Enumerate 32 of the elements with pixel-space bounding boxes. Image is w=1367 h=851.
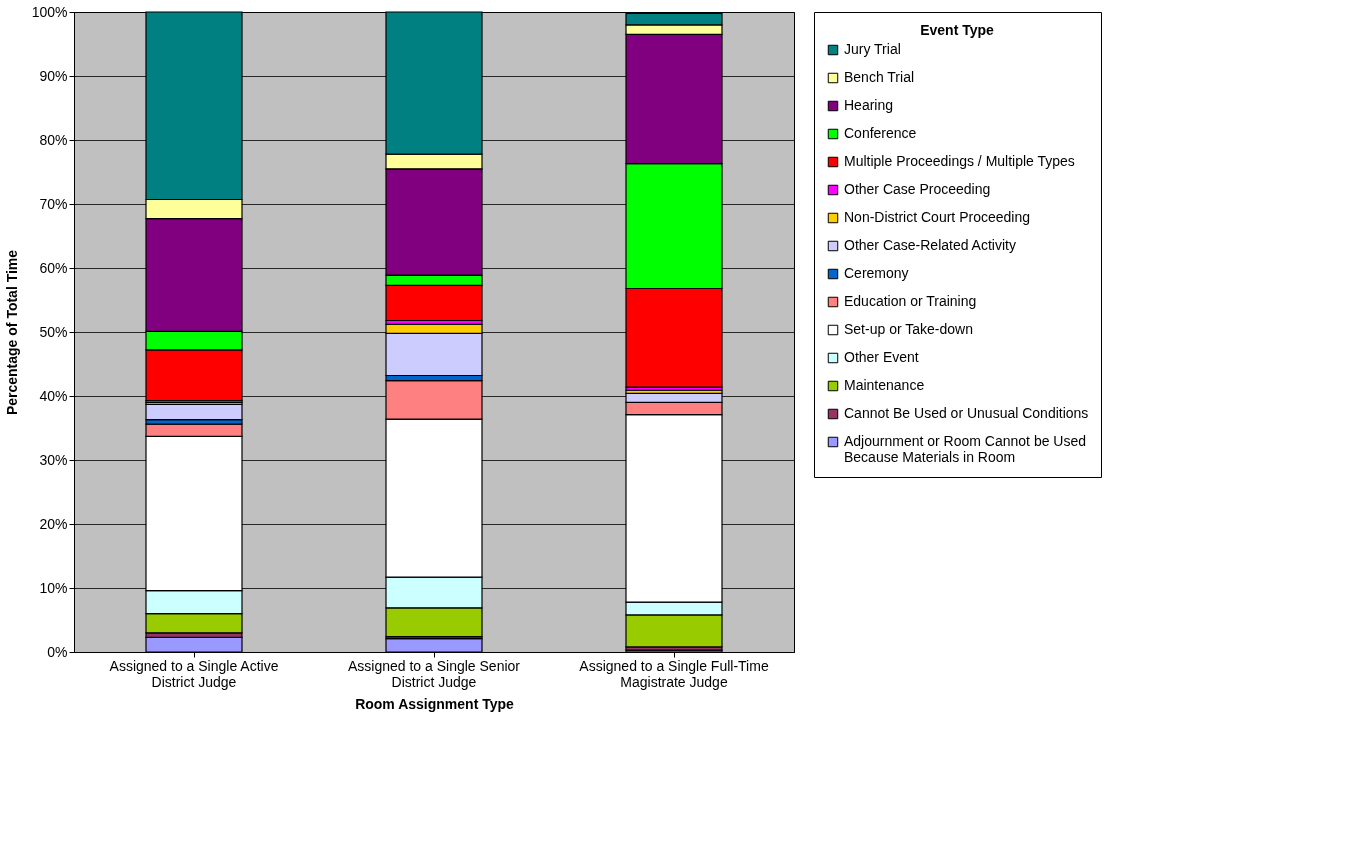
y-tick-label: 80%: [39, 131, 68, 148]
y-axis-title: Percentage of Total Time: [3, 249, 20, 416]
y-tick-label: 20%: [39, 515, 68, 532]
x-axis-title: Room Assignment Type: [355, 695, 515, 712]
legend-label: Conference: [844, 125, 917, 141]
legend-title: Event Type: [920, 22, 995, 38]
x-tick-label: Assigned to a Single Senior District Judge: [348, 657, 521, 690]
legend-label: Other Case Proceeding: [844, 181, 991, 197]
legend-label: Cannot Be Used or Unusual Conditions: [844, 405, 1089, 421]
legend-label: Ceremony: [844, 265, 909, 281]
y-tick-label: 70%: [39, 195, 68, 212]
y-tick-label: 30%: [39, 451, 68, 468]
legend-label: Bench Trial: [844, 69, 915, 85]
y-tick-label: 10%: [39, 579, 68, 596]
legend-label: Hearing: [844, 97, 894, 113]
y-tick-label: 100%: [31, 3, 68, 20]
x-tick-label: Assigned to a Single Full-Time Magistrate Judge: [579, 657, 769, 690]
y-tick-label: 60%: [39, 259, 68, 276]
legend-label: Adjournment or Room Cannot be Used Because Materials in Room: [844, 433, 1087, 465]
y-tick-label: 90%: [39, 67, 68, 84]
legend-label: Multiple Proceedings / Multiple Types: [844, 153, 1075, 169]
legend-label: Set-up or Take-down: [844, 321, 973, 337]
legend-label: Maintenance: [844, 377, 925, 393]
legend-label: Other Event: [844, 349, 919, 365]
legend-label: Education or Training: [844, 293, 977, 309]
legend-label: Non-District Court Proceeding: [844, 209, 1030, 225]
y-tick-label: 50%: [39, 323, 68, 340]
legend-label: Jury Trial: [844, 41, 901, 57]
y-tick-label: 0%: [47, 643, 68, 660]
legend-label: Other Case-Related Activity: [844, 237, 1016, 253]
x-tick-label: Assigned to a Single Active District Judge: [109, 657, 279, 690]
y-tick-label: 40%: [39, 387, 68, 404]
